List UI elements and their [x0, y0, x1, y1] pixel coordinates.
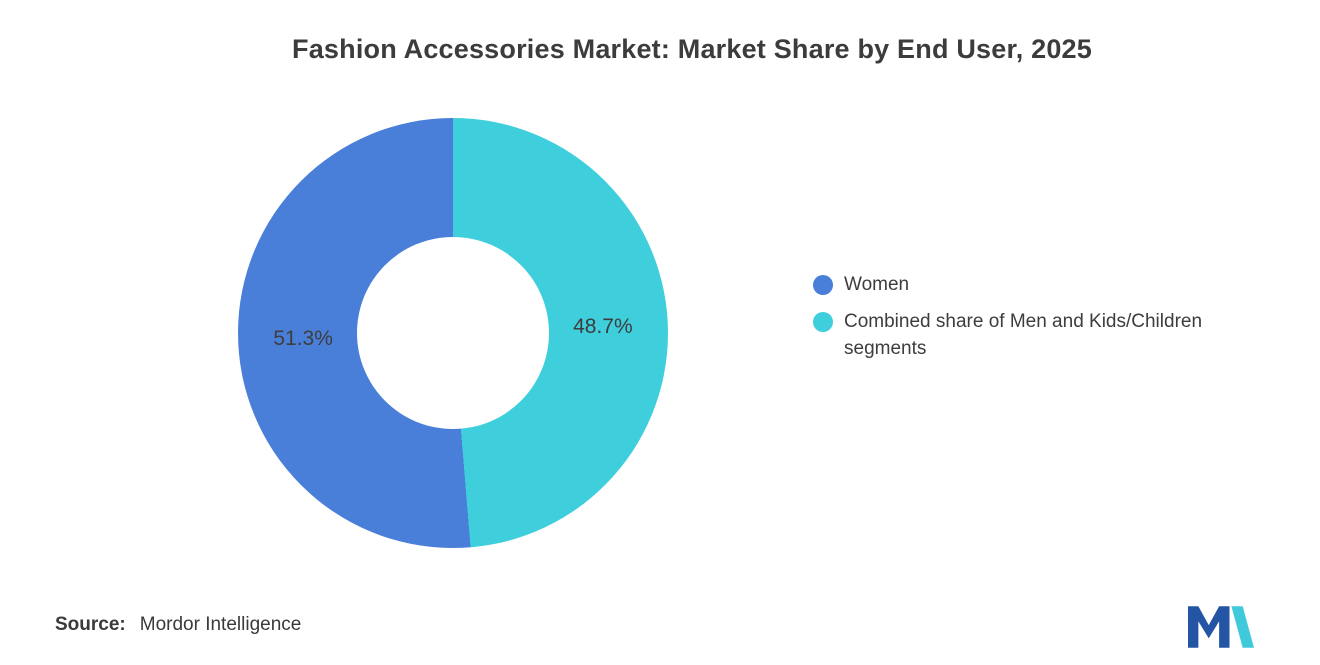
legend-item: Women [813, 271, 1278, 299]
legend-label: Women [844, 274, 910, 295]
chart-title: Fashion Accessories Market: Market Share… [292, 34, 1092, 64]
legend-label: Combined share of Men and Kids/Children … [844, 310, 1203, 360]
chart-legend: Women Combined share of Men and Kids/Chil… [813, 271, 1278, 363]
source-value: Mordor Intelligence [139, 614, 302, 635]
legend-swatch-icon [813, 311, 833, 332]
legend-item: Combined share of Men and Kids/Children … [813, 308, 1278, 363]
slice-value-label: 48.7% [573, 314, 633, 338]
donut-hole [357, 237, 549, 429]
mordor-intelligence-logo [1188, 606, 1254, 648]
source-label: Source: [55, 614, 126, 635]
slice-value-label: 51.3% [273, 327, 333, 351]
legend-swatch-icon [813, 275, 833, 295]
donut-chart: 48.7% 51.3% [238, 118, 668, 548]
source-line: Source: Mordor Intelligence [55, 614, 301, 636]
